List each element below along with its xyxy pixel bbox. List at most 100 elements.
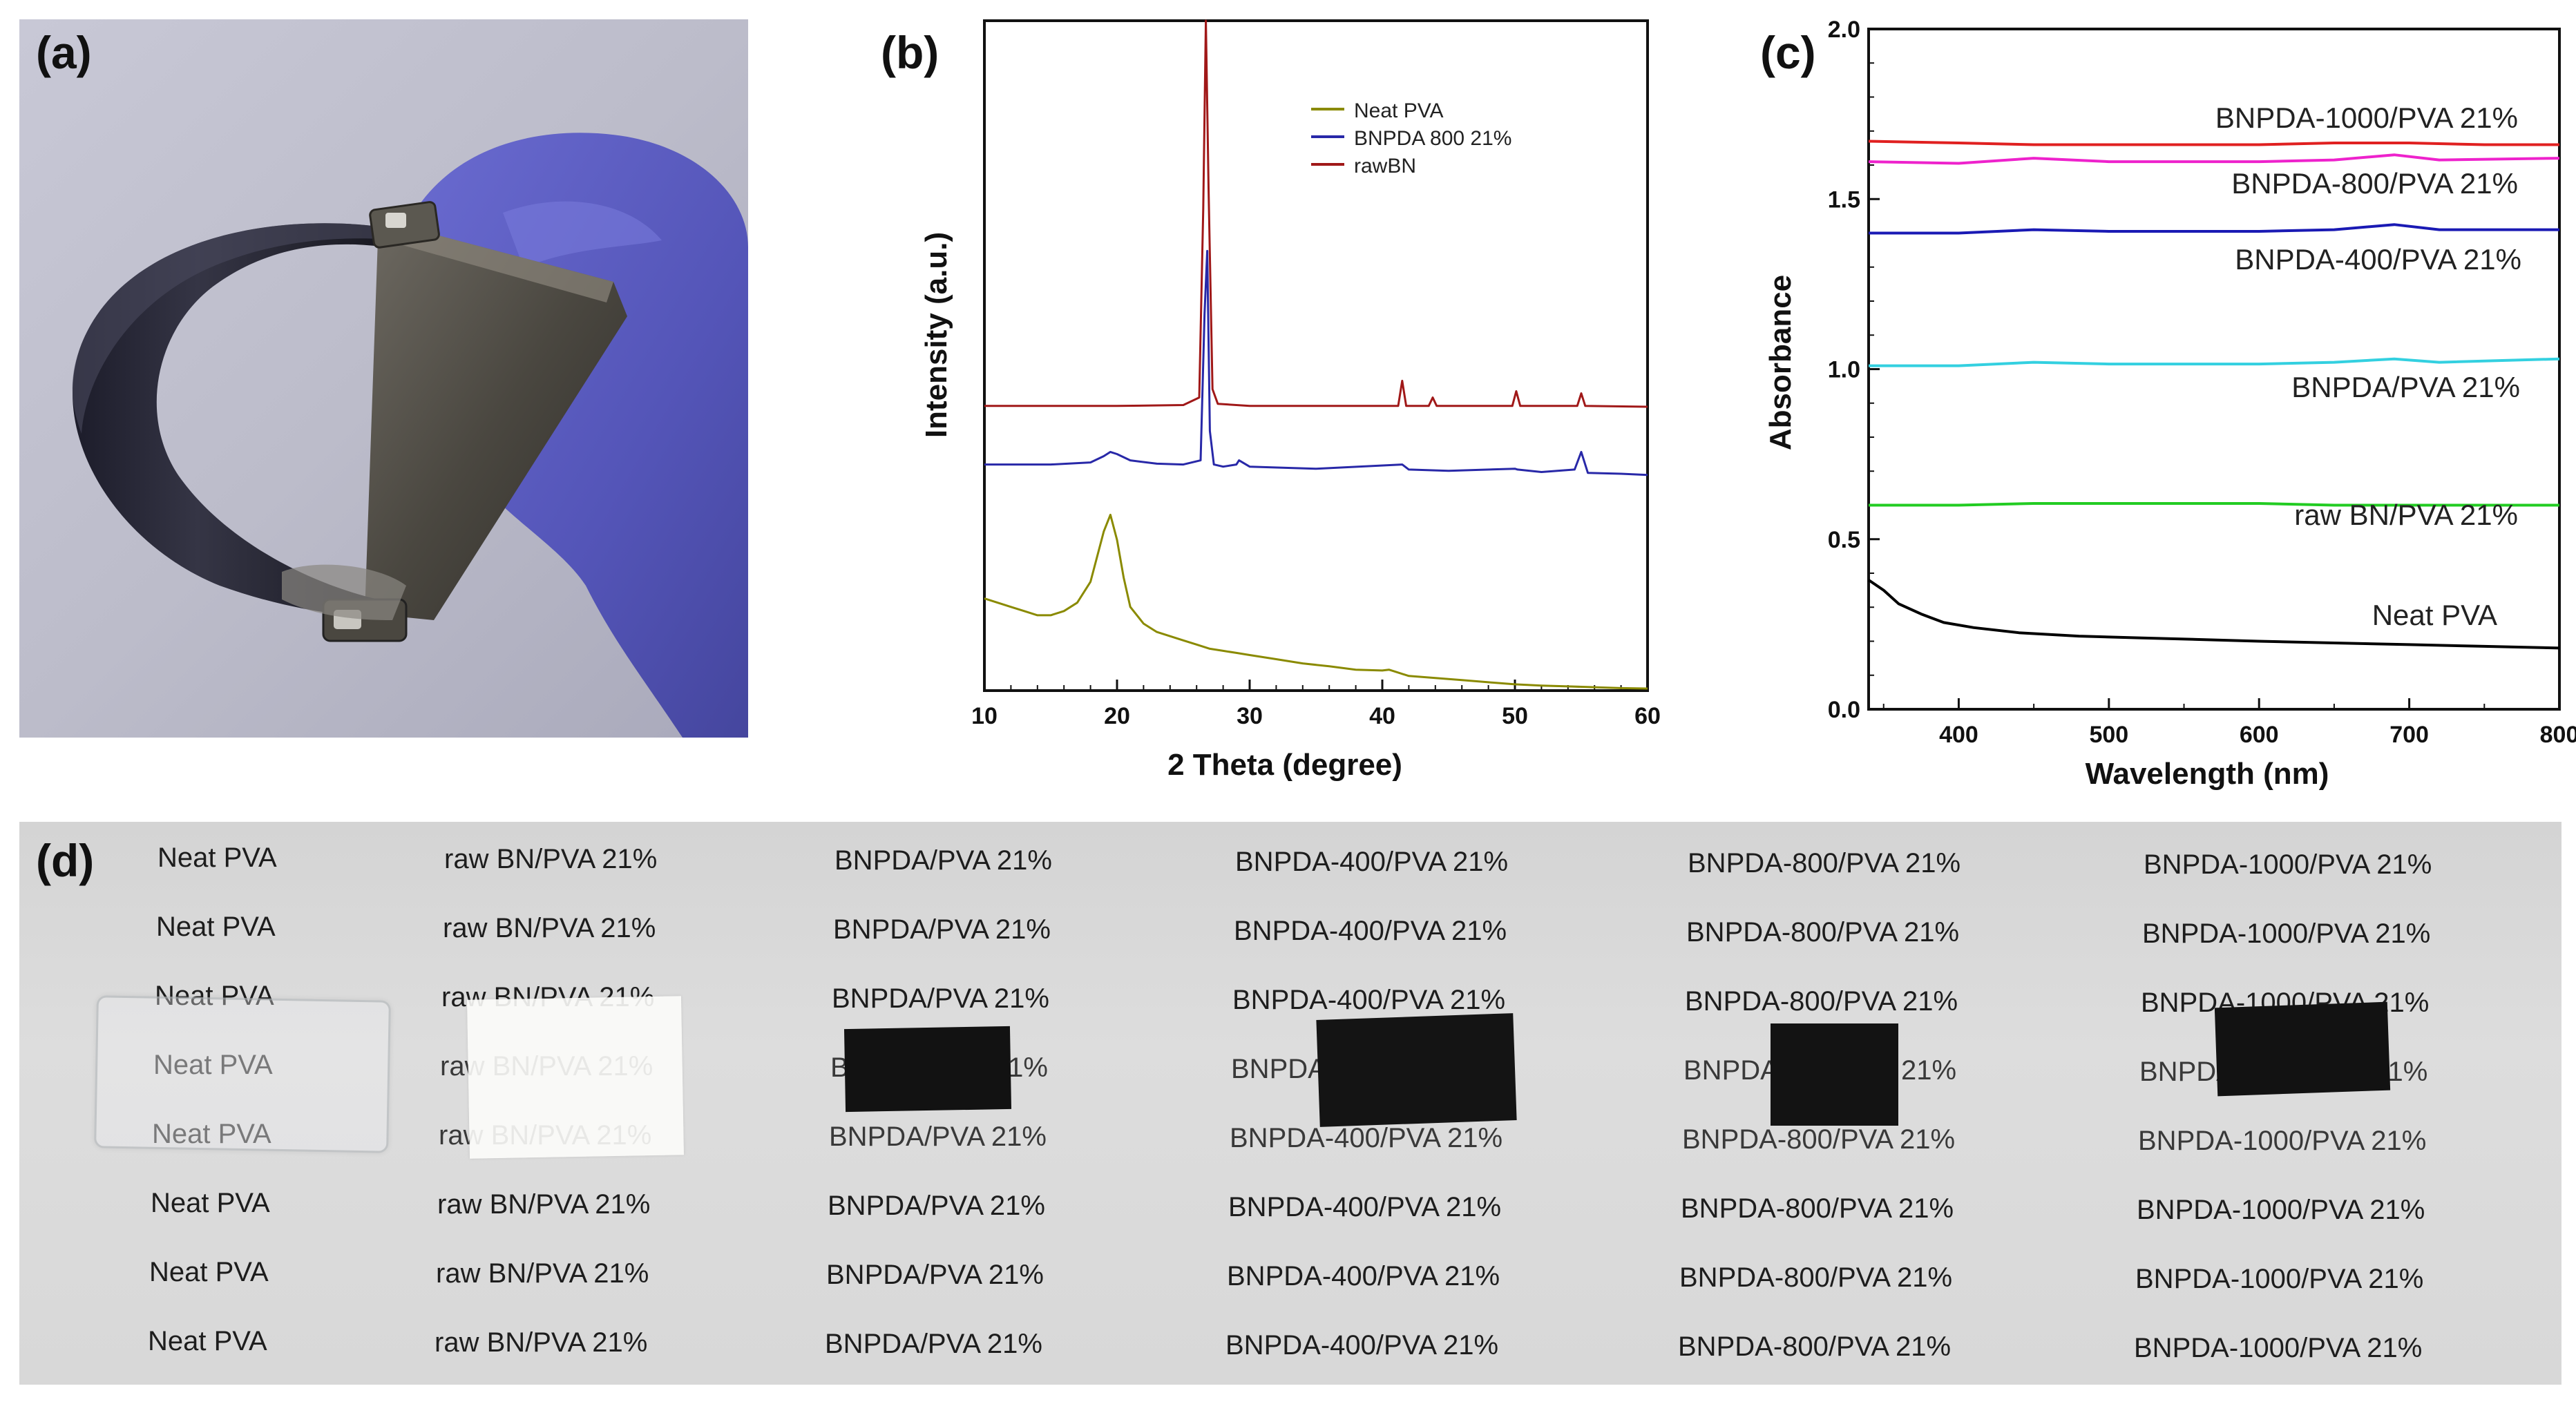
flexible-film-photo bbox=[19, 19, 748, 738]
xrd-line-neat-pva bbox=[984, 513, 1648, 690]
paper-label: BNPDA-400/PVA 21% bbox=[1234, 916, 1507, 946]
annotation-bnpda800: BNPDA-800/PVA 21% bbox=[2231, 167, 2518, 200]
paper-label: BNPDA-400/PVA 21% bbox=[1232, 985, 1506, 1015]
annotation-rawbn: raw BN/PVA 21% bbox=[2294, 499, 2518, 531]
paper-label: BNPDA/PVA 21% bbox=[833, 914, 1051, 945]
annotation-bnpda400: BNPDA-400/PVA 21% bbox=[2235, 243, 2521, 276]
paper-label: BNPDA-800/PVA 21% bbox=[1681, 1193, 1954, 1224]
paper-label: BNPDA-800/PVA 21% bbox=[1679, 1262, 1953, 1293]
sample-film-neat-pva bbox=[94, 995, 391, 1153]
xrd-x-tick-label: 60 bbox=[1634, 703, 1661, 729]
paper-label: BNPDA-1000/PVA 21% bbox=[2142, 919, 2431, 949]
sample-film-bnpda bbox=[843, 1026, 1012, 1113]
uv-x-tick-label: 700 bbox=[2389, 722, 2429, 748]
paper-label: Neat PVA bbox=[158, 843, 277, 873]
uv-x-tick-label: 800 bbox=[2540, 722, 2576, 748]
panel-d-photo: Neat PVA raw BN/PVA 21% BNPDA/PVA 21% BNPDA… bbox=[19, 822, 2561, 1385]
paper-label: raw BN/PVA 21% bbox=[437, 1189, 651, 1220]
uv-y-axis-label: Absorbance bbox=[1764, 275, 1797, 450]
paper-label: Neat PVA bbox=[155, 981, 274, 1011]
xrd-x-tick-label: 30 bbox=[1237, 703, 1263, 729]
xrd-line-rawbn bbox=[984, 19, 1648, 408]
uv-y-tick-label: 2.0 bbox=[1828, 17, 1860, 43]
paper-label: raw BN/PVA 21% bbox=[435, 1327, 648, 1358]
paper-label: BNPDA-1000/PVA 21% bbox=[2144, 849, 2432, 880]
paper-label: BNPDA-400/PVA 21% bbox=[1235, 847, 1509, 877]
paper-label: raw BN/PVA 21% bbox=[443, 913, 656, 943]
uv-y-tick-label: 1.5 bbox=[1828, 186, 1860, 213]
annotation-neat-pva: Neat PVA bbox=[2372, 599, 2497, 631]
xrd-chart: 10 20 30 40 50 60 Neat PVA BNPDA 800 21% rawB… bbox=[919, 19, 1661, 782]
panel-label-c: (c) bbox=[1760, 27, 1816, 78]
panel-label-d: (d) bbox=[36, 835, 95, 886]
paper-label: BNPDA-1000/PVA 21% bbox=[2135, 1264, 2424, 1294]
uv-x-tick-label: 500 bbox=[2089, 722, 2128, 748]
sample-film-bnpda1000 bbox=[2214, 1001, 2391, 1097]
uv-line-neat-pva bbox=[1867, 579, 2560, 650]
paper-label: BNPDA-1000/PVA 21% bbox=[2138, 1126, 2427, 1156]
xrd-line-bnpda-800 bbox=[984, 249, 1648, 477]
legend-label-rawbn: rawBN bbox=[1354, 155, 1416, 177]
xrd-x-axis-label: 2 Theta (degree) bbox=[1167, 748, 1402, 782]
uv-y-tick-label: 1.0 bbox=[1828, 357, 1860, 383]
uv-axes-ticks: 400 500 600 700 800 0.0 0.5 1.0 1.5 2.0 bbox=[1828, 17, 2576, 748]
uv-y-tick-label: 0.0 bbox=[1828, 697, 1860, 723]
uv-line-rawbn bbox=[1869, 502, 2559, 507]
paper-label: BNPDA-400/PVA 21% bbox=[1230, 1123, 1503, 1153]
uv-line-bnpda400 bbox=[1869, 223, 2559, 235]
paper-label: raw BN/PVA 21% bbox=[444, 844, 658, 874]
xrd-x-tick-label: 10 bbox=[971, 703, 998, 729]
xrd-series bbox=[984, 19, 1648, 690]
uv-line-bnpda1000 bbox=[1868, 140, 2559, 146]
sample-film-raw-bn bbox=[467, 996, 684, 1159]
legend-label-neat-pva: Neat PVA bbox=[1354, 99, 1444, 122]
paper-label: BNPDA/PVA 21% bbox=[826, 1260, 1044, 1290]
paper-label: BNPDA/PVA 21% bbox=[828, 1191, 1045, 1221]
sample-film-bnpda800 bbox=[1771, 1023, 1898, 1126]
flexible-film bbox=[72, 223, 385, 617]
paper-label: Neat PVA bbox=[149, 1257, 269, 1287]
legend-label-bnpda-800: BNPDA 800 21% bbox=[1354, 127, 1511, 150]
paper-label: BNPDA-800/PVA 21% bbox=[1678, 1331, 1952, 1362]
annotation-bnpda1000: BNPDA-1000/PVA 21% bbox=[2215, 102, 2518, 134]
paper-label: BNPDA-1000/PVA 21% bbox=[2134, 1333, 2423, 1363]
paper-label: BNPDA-400/PVA 21% bbox=[1225, 1330, 1499, 1360]
uv-x-tick-label: 400 bbox=[1939, 722, 1978, 748]
xrd-x-tick-label: 40 bbox=[1369, 703, 1395, 729]
xrd-x-tick-label: 50 bbox=[1502, 703, 1528, 729]
paper-label: BNPDA/PVA 21% bbox=[832, 983, 1049, 1014]
panel-label-b: (b) bbox=[881, 27, 939, 78]
paper-label: raw BN/PVA 21% bbox=[436, 1258, 649, 1289]
uv-line-bnpda bbox=[1869, 357, 2560, 367]
paper-label: Neat PVA bbox=[148, 1326, 267, 1356]
paper-label: BNPDA-800/PVA 21% bbox=[1685, 986, 1958, 1017]
paper-label: BNPDA/PVA 21% bbox=[834, 845, 1052, 876]
paper-label: BNPDA-400/PVA 21% bbox=[1227, 1261, 1500, 1291]
paper-label: Neat PVA bbox=[152, 1119, 271, 1149]
uv-annotations: BNPDA-1000/PVA 21% BNPDA-800/PVA 21% BNP… bbox=[2215, 102, 2521, 631]
uv-x-axis-label: Wavelength (nm) bbox=[2086, 757, 2329, 791]
uv-chart: 400 500 600 700 800 0.0 0.5 1.0 1.5 2.0 BNPDA-100… bbox=[1764, 17, 2576, 791]
annotation-bnpda: BNPDA/PVA 21% bbox=[2291, 371, 2520, 403]
paper-label: BNPDA-800/PVA 21% bbox=[1688, 848, 1961, 878]
uv-series bbox=[1867, 140, 2560, 650]
xrd-y-axis-label: Intensity (a.u.) bbox=[919, 232, 953, 438]
paper-label: BNPDA/PVA 21% bbox=[829, 1122, 1047, 1152]
tweezers bbox=[365, 220, 627, 620]
paper-label: Neat PVA bbox=[151, 1188, 270, 1218]
paper-label: BNPDA-800/PVA 21% bbox=[1686, 917, 1960, 948]
uv-x-tick-label: 600 bbox=[2240, 722, 2279, 748]
paper-label: BNPDA/PVA 21% bbox=[825, 1329, 1042, 1359]
uv-y-tick-label: 0.5 bbox=[1828, 527, 1860, 553]
uv-line-bnpda800 bbox=[1868, 153, 2560, 165]
paper-label: Neat PVA bbox=[153, 1050, 273, 1080]
paper-label: BNPDA-1000/PVA 21% bbox=[2137, 1195, 2425, 1225]
xrd-plot-frame bbox=[983, 19, 1649, 692]
sample-film-bnpda400 bbox=[1316, 1013, 1517, 1127]
paper-label: BNPDA-400/PVA 21% bbox=[1228, 1192, 1502, 1222]
xrd-x-ticks: 10 20 30 40 50 60 bbox=[971, 680, 1661, 729]
paper-label: BNPDA-800/PVA 21% bbox=[1682, 1124, 1956, 1155]
xrd-x-tick-label: 20 bbox=[1104, 703, 1130, 729]
paper-label: Neat PVA bbox=[156, 912, 276, 942]
panel-label-a: (a) bbox=[36, 27, 92, 78]
